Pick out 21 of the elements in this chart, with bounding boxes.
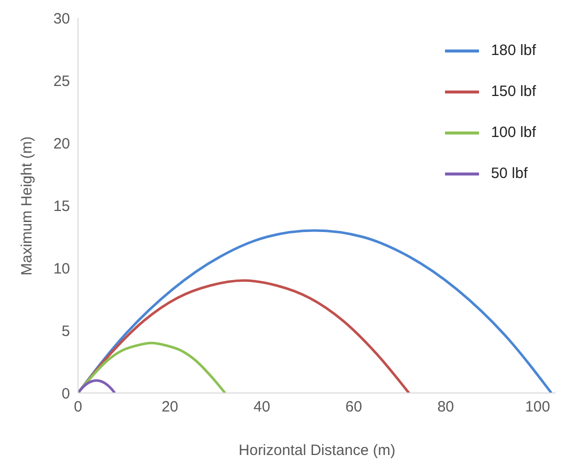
- legend-label: 180 lbf: [490, 42, 536, 59]
- x-tick-label: 20: [162, 398, 178, 416]
- legend-label: 100 lbf: [490, 124, 536, 141]
- line-series: [78, 229, 553, 393]
- y-tick-label: 25: [53, 72, 70, 90]
- y-tick-label: 10: [53, 260, 70, 278]
- x-tick-label: 0: [74, 398, 82, 416]
- legend-label: 150 lbf: [490, 83, 536, 100]
- x-axis-title: Horizontal Distance (m): [238, 442, 396, 459]
- y-tick-label: 30: [53, 10, 70, 28]
- y-tick-label: 5: [62, 322, 70, 340]
- line-series: [78, 379, 116, 393]
- x-tick-label: 40: [254, 398, 270, 416]
- x-tick-label: 80: [437, 398, 454, 416]
- y-axis-title: Maximum Height (m): [18, 136, 36, 276]
- x-tick-label: 100: [525, 398, 550, 416]
- legend-label: 50 lbf: [490, 165, 528, 182]
- x-tick-label: 60: [345, 398, 362, 416]
- y-tick-label: 20: [53, 135, 70, 152]
- y-tick-label: 0: [62, 385, 70, 402]
- y-tick-label: 15: [53, 198, 70, 215]
